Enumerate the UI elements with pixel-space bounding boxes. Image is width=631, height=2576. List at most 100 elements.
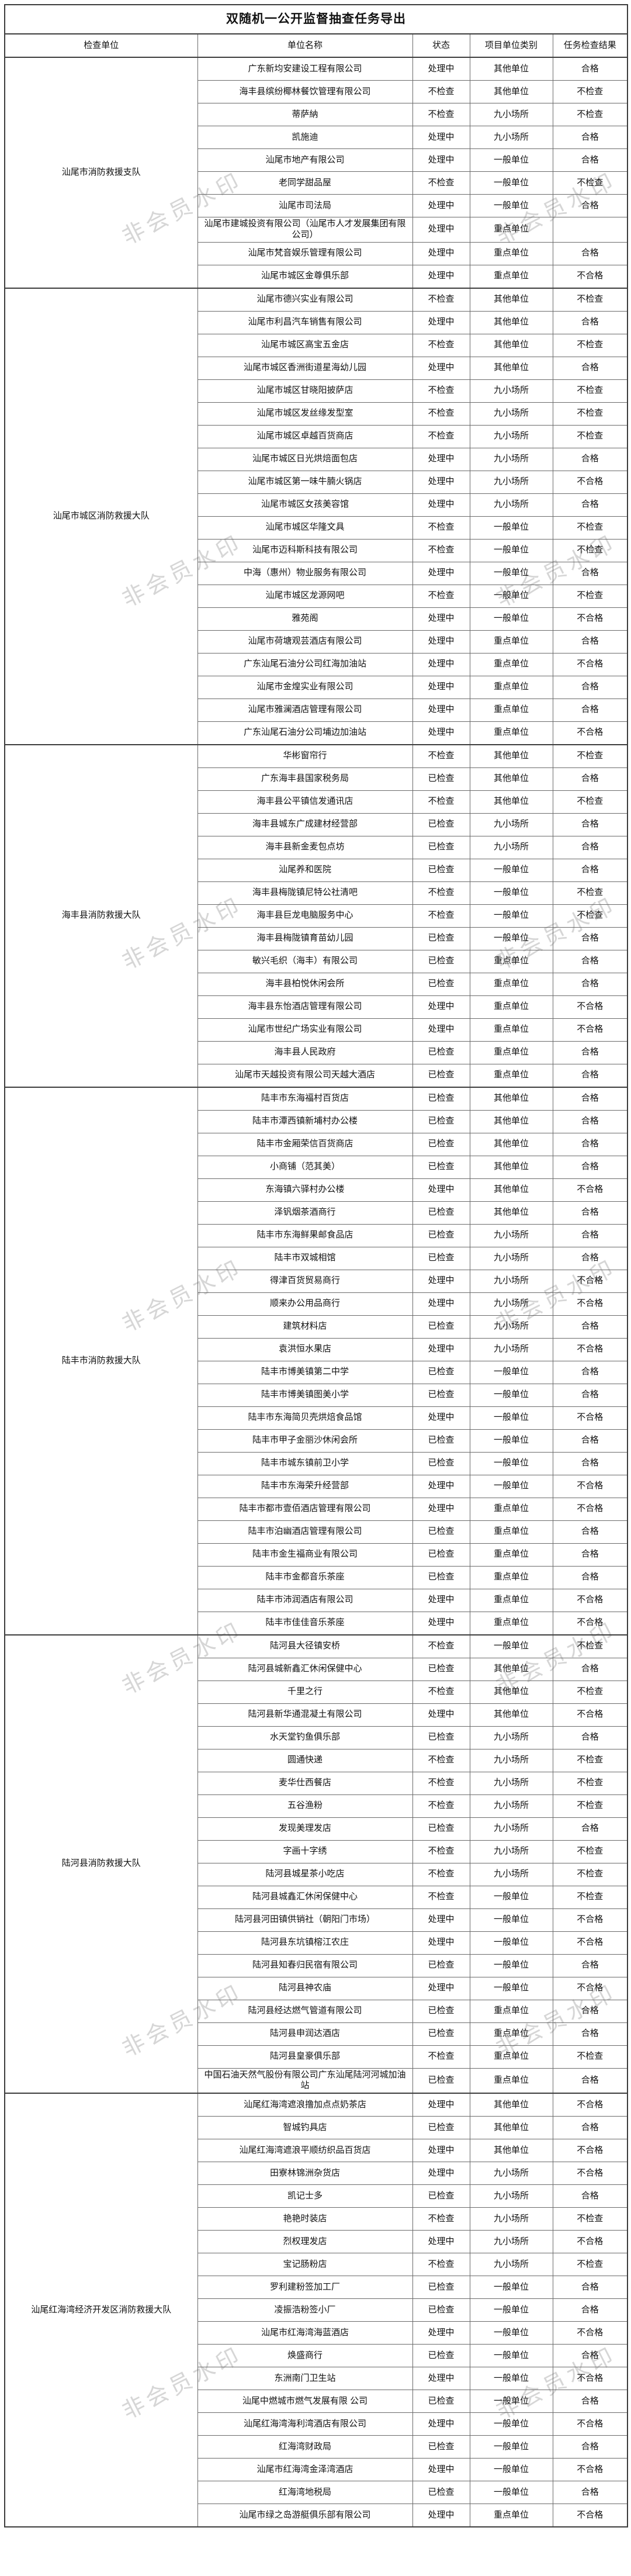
status-cell: 处理中 <box>412 2367 470 2390</box>
unit-name-cell: 汕尾市城区甘晓阳披萨店 <box>197 379 413 403</box>
category-cell: 一般单位 <box>469 904 553 928</box>
category-cell: 重点单位 <box>469 1999 553 2023</box>
result-cell: 不检查 <box>552 1862 628 1886</box>
result-cell: 不合格 <box>552 1611 628 1635</box>
category-cell: 九小场所 <box>469 1817 553 1841</box>
result-cell: 合格 <box>552 812 628 836</box>
status-cell: 处理中 <box>412 561 470 585</box>
status-cell: 处理中 <box>412 1611 470 1635</box>
unit-name-cell: 建筑材料店 <box>197 1315 413 1339</box>
category-cell: 一般单位 <box>469 2412 553 2436</box>
unit-name-cell: 字画十字绣 <box>197 1839 413 1863</box>
result-cell: 合格 <box>552 630 628 653</box>
column-header-inspector: 检查单位 <box>4 33 198 58</box>
result-cell: 不合格 <box>552 2458 628 2481</box>
category-cell: 其他单位 <box>469 744 553 768</box>
status-cell: 已检查 <box>412 1451 470 1475</box>
category-cell: 其他单位 <box>469 1132 553 1156</box>
result-cell: 合格 <box>552 1155 628 1179</box>
category-cell: 重点单位 <box>469 1588 553 1612</box>
inspector-group: 陆丰市消防救援大队 陆丰市东海福村百货店 已检查 其他单位 合格 陆丰市潭西镇新埔村办公楼… <box>4 1087 628 1635</box>
unit-name-cell: 海丰县柏悦休闲会所 <box>197 972 413 996</box>
category-cell: 九小场所 <box>469 1726 553 1749</box>
table-row: 艳艳时装店 不检查 九小场所 不检查 <box>5 2207 628 2231</box>
category-cell: 重点单位 <box>469 675 553 699</box>
unit-name-cell: 五谷渔粉 <box>197 1794 413 1818</box>
category-cell: 九小场所 <box>469 103 553 126</box>
unit-name-cell: 陆丰市佳佳音乐茶座 <box>197 1611 413 1635</box>
table-row: 陆河县消防救援大队 陆河县大径镇安桥 不检查 一般单位 不检查 <box>4 1634 628 2094</box>
category-cell: 其他单位 <box>469 333 553 357</box>
category-cell: 一般单位 <box>469 2367 553 2390</box>
category-cell: 一般单位 <box>469 858 553 882</box>
status-cell: 已检查 <box>412 2067 470 2094</box>
result-cell: 不合格 <box>552 264 628 288</box>
unit-name-cell: 汕尾养和医院 <box>197 858 413 882</box>
status-cell: 已检查 <box>412 767 470 791</box>
status-cell: 已检查 <box>412 1953 470 1977</box>
result-cell: 不合格 <box>552 2093 628 2117</box>
status-cell: 不检查 <box>412 2207 470 2231</box>
category-cell: 重点单位 <box>469 1018 553 1042</box>
table-row: 汕尾红海湾经济开发区消防救援大队 汕尾红海湾遮浪撸加点点奶茶店 处理中 其他单位 不合格 <box>4 2093 628 2527</box>
result-cell: 合格 <box>552 767 628 791</box>
status-cell: 已检查 <box>412 1040 470 1064</box>
unit-name-cell: 汕尾市迈科斯科技有限公司 <box>197 538 413 562</box>
status-cell: 不检查 <box>412 171 470 195</box>
status-cell: 已检查 <box>412 1201 470 1225</box>
category-cell: 一般单位 <box>469 2458 553 2481</box>
result-cell: 合格 <box>552 2481 628 2504</box>
table-row: 陆丰市博美镇第二中学 已检查 一般单位 合格 <box>5 1360 628 1384</box>
table-row: 汕尾市司法局 处理中 一般单位 合格 <box>5 194 628 217</box>
table-row: 汕尾市迈科斯科技有限公司 不检查 一般单位 不检查 <box>5 538 628 562</box>
table-row: 汕尾市城区华隆文具 不检查 一般单位 不检查 <box>5 516 628 540</box>
unit-name-cell: 陆丰市东海鲜果邮食品店 <box>197 1223 413 1247</box>
category-cell: 一般单位 <box>469 881 553 905</box>
unit-name-cell: 陆河县知春归民宿有限公司 <box>197 1953 413 1977</box>
status-cell: 处理中 <box>412 607 470 631</box>
unit-name-cell: 陆丰市金生福商业有限公司 <box>197 1543 413 1567</box>
category-cell: 一般单位 <box>469 2298 553 2322</box>
category-cell: 九小场所 <box>469 493 553 517</box>
table-row: 凯记士多 已检查 九小场所 合格 <box>5 2184 628 2208</box>
category-cell: 九小场所 <box>469 1292 553 1316</box>
result-cell: 合格 <box>552 1087 628 1111</box>
category-cell: 一般单位 <box>469 1953 553 1977</box>
table-row: 汕尾市城区香洲街道星海幼儿园 处理中 其他单位 合格 <box>5 356 628 380</box>
status-cell: 已检查 <box>412 1155 470 1179</box>
category-cell: 一般单位 <box>469 1406 553 1430</box>
category-cell: 重点单位 <box>469 217 553 243</box>
unit-name-cell: 敏兴毛织（海丰）有限公司 <box>197 949 413 973</box>
status-cell: 已检查 <box>412 1999 470 2023</box>
category-cell: 九小场所 <box>469 2184 553 2208</box>
category-cell: 重点单位 <box>469 2067 553 2094</box>
unit-name-cell: 汕尾市红海湾金泽湾酒店 <box>197 2458 413 2481</box>
status-cell: 已检查 <box>412 1429 470 1453</box>
result-cell: 不合格 <box>552 2230 628 2253</box>
status-cell: 不检查 <box>412 333 470 357</box>
result-cell: 不合格 <box>552 2162 628 2185</box>
status-cell: 处理中 <box>412 2230 470 2253</box>
result-cell: 合格 <box>552 1246 628 1270</box>
status-cell: 处理中 <box>412 1588 470 1612</box>
status-cell: 处理中 <box>412 2139 470 2162</box>
status-cell: 不检查 <box>412 1862 470 1886</box>
unit-name-cell: 陆丰市潭西镇新埔村办公楼 <box>197 1109 413 1133</box>
result-cell: 不合格 <box>552 470 628 494</box>
unit-name-cell: 罗利建粉签加工厂 <box>197 2276 413 2299</box>
category-cell: 一般单位 <box>469 1451 553 1475</box>
unit-name-cell: 汕尾市城区卓越百货商店 <box>197 424 413 448</box>
unit-name-cell: 汕尾市荷塘观芸酒店有限公司 <box>197 630 413 653</box>
unit-name-cell: 雅苑阁 <box>197 607 413 631</box>
status-cell: 已检查 <box>412 1726 470 1749</box>
status-cell: 处理中 <box>412 1703 470 1727</box>
category-cell: 其他单位 <box>469 1680 553 1704</box>
category-cell: 一般单位 <box>469 538 553 562</box>
result-cell: 合格 <box>552 1543 628 1567</box>
result-cell: 不检查 <box>552 2253 628 2276</box>
category-cell: 九小场所 <box>469 2207 553 2231</box>
table-row: 陆河县城鑫汇休闲保健中心 不检查 一般单位 不检查 <box>5 1885 628 1909</box>
result-cell: 不合格 <box>552 1292 628 1316</box>
table-row: 汕尾市天越投资有限公司天越大酒店 已检查 重点单位 合格 <box>5 1063 628 1087</box>
status-cell: 已检查 <box>412 1063 470 1087</box>
